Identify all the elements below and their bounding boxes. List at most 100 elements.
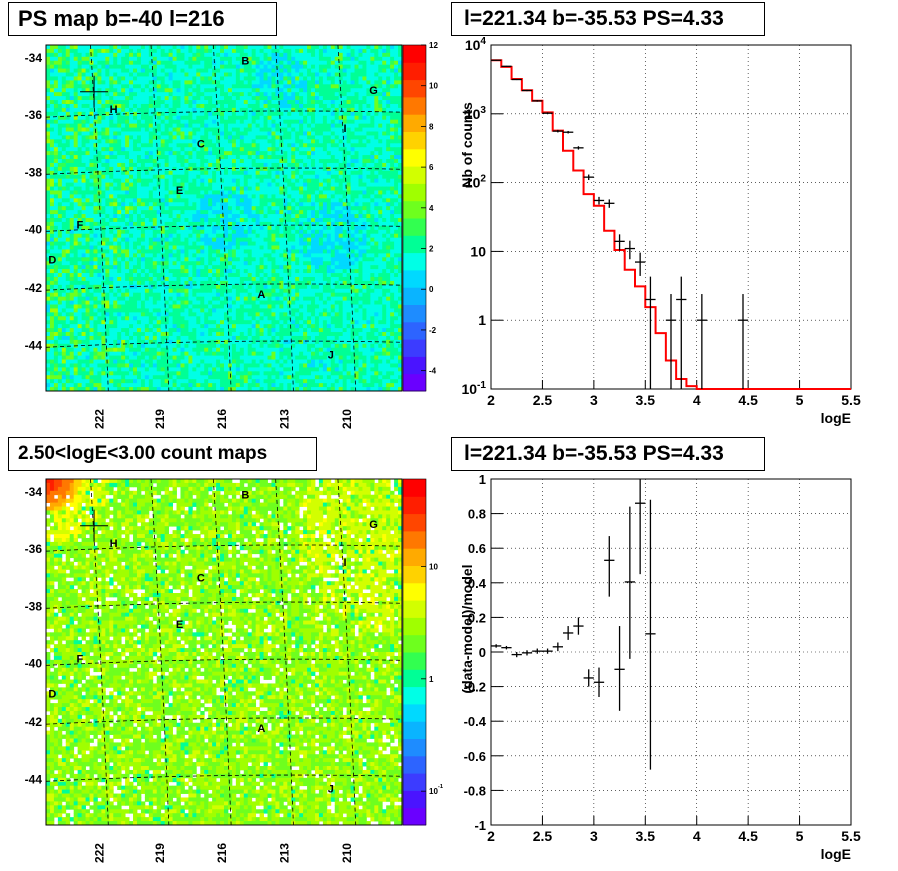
heatmap-pixel [350,162,355,168]
heatmap-pixel [117,115,122,121]
heatmap-pixel [398,166,403,172]
heatmap-pixel [220,96,225,101]
heatmap-pixel [57,249,63,254]
heatmap-pixel [338,194,344,199]
heatmap-pixel [133,139,138,144]
heatmap-pixel [109,159,114,164]
heatmap-pixel [81,162,86,168]
heatmap-pixel [81,218,86,223]
heatmap-pixel [220,123,225,128]
heatmap-pixel [291,218,296,223]
heatmap-pixel [129,155,134,160]
heatmap-pixel [140,107,146,113]
heatmap-pixel [231,111,237,117]
heatmap-pixel [212,190,217,195]
heatmap-pixel [200,249,205,254]
heatmap-pixel [231,68,237,73]
heatmap-pixel [81,92,86,97]
heatmap-pixel [152,166,158,172]
heatmap-pixel [81,45,86,50]
heatmap-pixel [216,257,221,262]
heatmap-pixel [121,182,126,187]
heatmap-pixel [140,80,146,85]
heatmap-pixel [386,198,391,203]
heatmap-pixel [97,155,102,160]
heatmap-pixel [148,131,154,136]
heatmap-pixel [303,225,308,231]
heatmap-pixel [318,174,324,180]
heatmap-pixel [358,245,363,250]
heatmap-pixel [172,225,177,231]
heatmap-pixel [188,131,193,136]
heatmap-pixel [133,80,138,85]
heatmap-pixel [53,218,59,223]
heatmap-pixel [370,245,375,250]
heatmap-pixel [168,155,173,160]
heatmap-pixel [113,123,118,128]
heatmap-pixel [136,233,142,239]
heatmap-pixel [227,253,233,258]
heatmap-pixel [318,45,324,50]
heatmap-pixel [311,64,316,69]
heatmap-pixel [303,143,308,148]
heatmap-pixel [398,202,403,207]
heatmap-pixel [97,261,102,266]
heatmap-pixel [216,103,221,109]
heatmap-pixel [354,202,359,207]
heatmap-pixel [85,198,90,203]
heatmap-pixel [299,84,304,89]
heatmap-pixel [334,68,340,73]
heatmap-pixel [208,202,213,207]
heatmap-pixel [358,202,363,207]
heatmap-pixel [342,225,348,231]
heatmap-pixel [164,76,170,81]
heatmap-pixel [271,80,276,85]
heatmap-pixel [148,159,154,164]
heatmap-pixel [97,143,102,148]
heatmap-pixel [109,155,114,160]
heatmap-pixel [101,174,106,180]
heatmap-pixel [136,229,142,235]
heatmap-pixel [180,253,185,258]
heatmap-pixel [283,166,288,172]
heatmap-pixel [212,123,217,128]
heatmap-pixel [109,198,114,203]
heatmap-pixel [354,56,359,62]
heatmap-pixel [117,198,122,203]
heatmap-pixel [101,92,106,97]
heatmap-pixel [382,190,387,195]
heatmap-pixel [370,119,375,125]
heatmap-pixel [85,115,90,121]
heatmap-pixel [196,100,201,105]
heatmap-pixel [311,135,316,140]
heatmap-pixel [263,249,268,254]
heatmap-pixel [180,103,185,109]
heatmap-pixel [101,84,106,89]
heatmap-pixel [200,103,205,109]
heatmap-pixel [184,221,189,227]
heatmap-pixel [255,56,260,62]
heatmap-pixel [398,233,403,239]
heatmap-pixel [224,127,229,132]
heatmap-pixel [326,115,332,121]
heatmap-pixel [204,210,209,215]
heatmap-pixel [326,241,332,246]
heatmap-pixel [46,96,51,101]
heatmap-pixel [295,48,300,54]
heatmap-pixel [136,48,142,54]
heatmap-pixel [85,206,90,211]
heatmap-pixel [227,166,233,172]
heatmap-pixel [160,202,166,207]
heatmap-pixel [148,245,154,250]
heatmap-pixel [220,214,225,219]
heatmap-pixel [129,202,134,207]
heatmap-pixel [255,241,260,246]
heatmap-pixel [69,151,75,156]
heatmap-pixel [208,119,213,125]
heatmap-pixel [53,221,59,227]
heatmap-pixel [164,147,170,152]
heatmap-pixel [156,151,162,156]
heatmap-pixel [311,245,316,250]
heatmap-pixel [184,139,189,144]
heatmap-pixel [200,245,205,250]
